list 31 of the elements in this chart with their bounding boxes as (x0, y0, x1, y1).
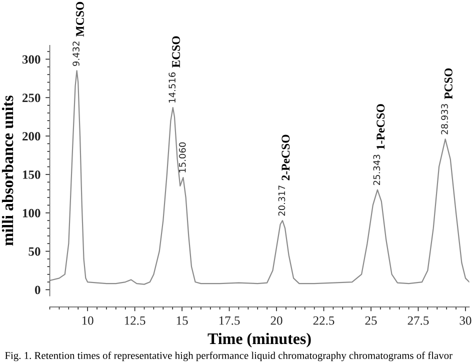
y-axis-title: milli absorbance units (2, 96, 14, 246)
annotation: PCSO (444, 68, 452, 100)
annotation: 9.432 (72, 42, 80, 66)
x-tick-label: 25 (365, 316, 377, 325)
y-tick-label: 150 (22, 170, 40, 179)
x-tick-label: 15 (176, 316, 188, 325)
annotation: 25.343 (373, 154, 380, 185)
y-tick-label: 50 (28, 247, 40, 256)
x-tick-label: 10 (82, 316, 94, 325)
line-series (50, 70, 470, 285)
x-tick-label: 27.5 (408, 316, 429, 325)
annotation: 20.317 (278, 186, 286, 216)
y-tick-label: 100 (22, 208, 40, 218)
y-tick-label: 250 (22, 94, 40, 102)
annotation: 1-PeCSO (376, 104, 385, 150)
x-tick-label: 20 (270, 316, 282, 325)
y-tick-label: 300 (22, 55, 40, 64)
annotation: 15.060 (178, 142, 186, 172)
x-tick-label: 12.5 (124, 316, 146, 325)
annotation: 28.933 (441, 104, 448, 134)
text: MCSO (76, 2, 84, 37)
caption: Fig. 1. Retention times of representative high performance liquid chromatography chromatograms of flavor (5, 352, 452, 362)
y-tick-label: 0 (34, 286, 40, 294)
annotation: ECSO (172, 36, 180, 68)
annotation: 2-PeCSO (282, 134, 290, 180)
annotation: 14.516 (168, 72, 176, 102)
x-tick-label: 22.5 (313, 316, 334, 325)
x-tick-label: 17.5 (219, 316, 240, 325)
x-axis-title: Time (minutes) (208, 332, 311, 348)
y-tick-label: 200 (22, 132, 40, 140)
x-tick-label: 30 (460, 316, 472, 325)
